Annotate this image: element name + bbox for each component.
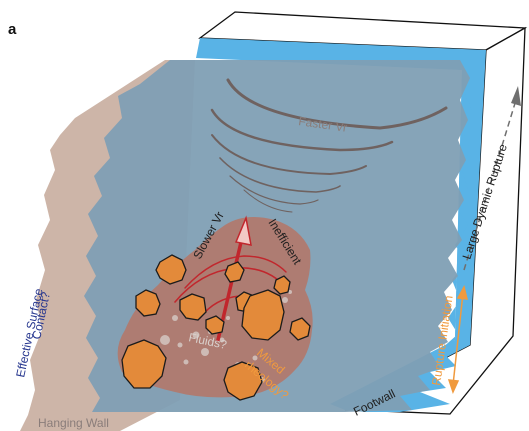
- wavefront-5: [229, 175, 319, 205]
- asperity: [289, 317, 311, 341]
- asperity: [224, 261, 245, 283]
- asperity: [205, 315, 225, 335]
- large-dynamic-rupture-arrow: [463, 86, 521, 271]
- footwall-box-right-face: [344, 26, 526, 415]
- rough-nucleation-patch: [117, 216, 313, 398]
- label-faster-vr: Faster Vr: [298, 114, 348, 135]
- asperities: [121, 254, 311, 401]
- asperity: [273, 275, 291, 295]
- wavefront-1: [226, 78, 448, 130]
- wavefront-6: [243, 189, 293, 213]
- panel-label: a: [8, 21, 17, 38]
- asperity: [121, 339, 167, 389]
- asperity: [155, 254, 187, 285]
- wavefront-2: [210, 108, 394, 152]
- wavefront-4: [219, 157, 341, 193]
- rupture-wavefronts: [210, 78, 448, 213]
- wavefront-3: [211, 134, 367, 176]
- asperity: [241, 289, 285, 341]
- asperity: [179, 293, 207, 321]
- rupture-initiation-arrow: [447, 284, 468, 395]
- asperity: [135, 289, 161, 317]
- label-hanging-wall: Hanging Wall: [38, 416, 109, 430]
- asperity: [223, 361, 263, 401]
